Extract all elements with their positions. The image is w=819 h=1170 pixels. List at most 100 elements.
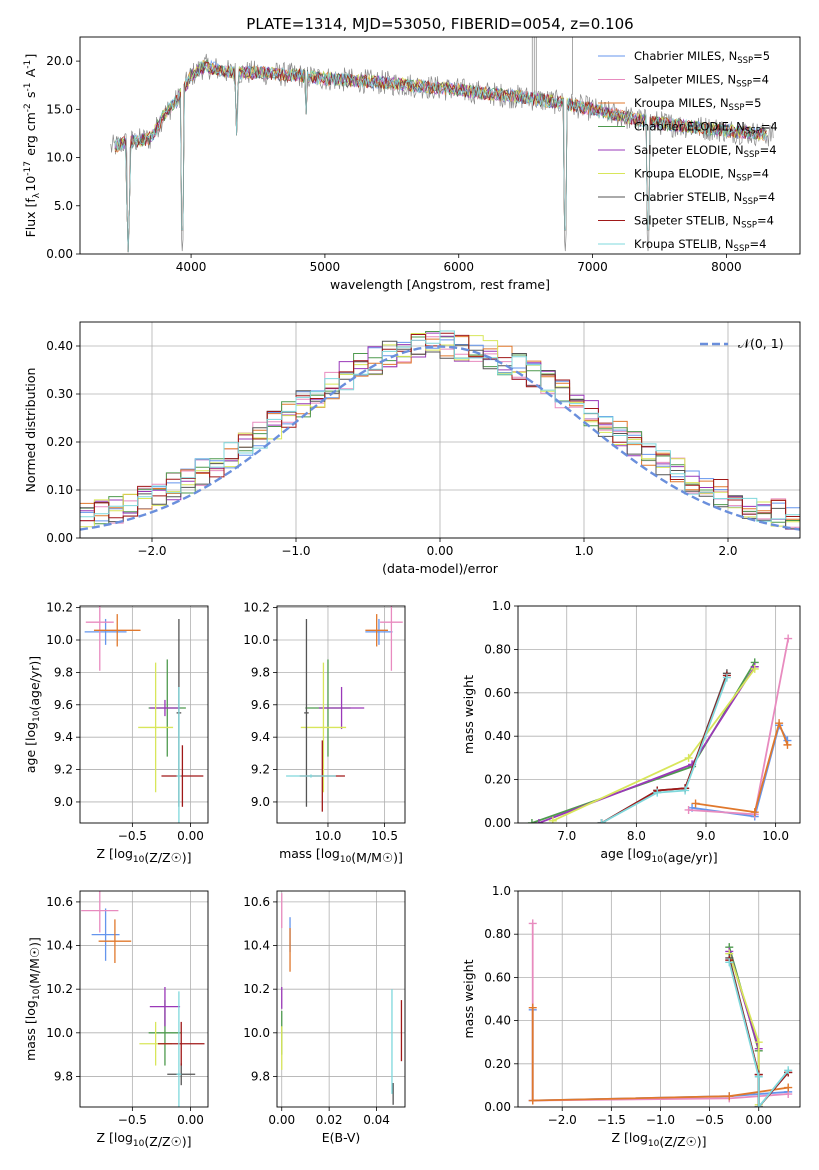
y-tick-label: 9.6 [251, 698, 270, 712]
plot-area [110, 37, 774, 253]
axes-frame [517, 605, 801, 824]
x-tick-label: −0.5 [695, 1113, 724, 1127]
x-tick-label: −1.5 [597, 1113, 626, 1127]
x-axis-label: age [log10(age/yr)] [600, 846, 717, 865]
axes-frame [79, 36, 801, 255]
x-tick-label: 0.00 [177, 1113, 204, 1127]
x-tick-label: 10.5 [371, 829, 398, 843]
y-tick-label: 0.00 [46, 247, 73, 261]
y-tick-label: 0.80 [484, 642, 511, 656]
y-tick-label: 9.2 [251, 763, 270, 777]
y-tick-label: 0.00 [484, 1100, 511, 1114]
x-tick-label: 10.0 [315, 829, 342, 843]
y-tick-label: 10.0 [46, 633, 73, 647]
y-tick-label: 0.00 [46, 531, 73, 545]
x-axis-label: wavelength [Angstrom, rest frame] [330, 277, 550, 292]
panel-mass-vs-Z: −0.5 0.00 9.8 10.0 10.2 10.4 10.6 Z [log10(Z/Z☉… [23, 890, 209, 1149]
x-tick-label: 7000 [577, 260, 608, 274]
legend-label: Chabrier MILES, NSSP=5 [634, 49, 770, 66]
y-tick-label: 1.0 [492, 599, 511, 613]
legend-label: Kroupa MILES, NSSP=5 [634, 96, 761, 113]
y-tick-label: 15.0 [46, 102, 73, 116]
x-axis-label: Z [log10(Z/Z☉)] [96, 846, 191, 865]
y-tick-label: 0.40 [484, 729, 511, 743]
y-tick-label: 10.0 [243, 633, 270, 647]
weight-marker [784, 1066, 793, 1075]
y-tick-label: 10.6 [243, 895, 270, 909]
y-tick-label: 9.6 [54, 698, 73, 712]
y-axis-label: age [log10(age/yr)] [23, 656, 42, 773]
weight-marker [681, 786, 690, 795]
legend-label: Kroupa STELIB, NSSP=4 [634, 237, 766, 254]
plot-area [527, 634, 793, 823]
x-tick-label: 0.00 [427, 544, 454, 558]
y-tick-label: 10.4 [243, 939, 270, 953]
y-tick-label: 20.0 [46, 54, 73, 68]
weight-line [601, 675, 728, 823]
y-tick-label: 10.2 [46, 601, 73, 615]
x-tick-label: −0.5 [118, 1113, 147, 1127]
plot-area [286, 606, 403, 812]
y-tick-label: 9.8 [251, 665, 270, 679]
x-tick-label: 2.0 [718, 544, 737, 558]
x-tick-label: 8000 [711, 260, 742, 274]
y-tick-label: 0.40 [484, 1014, 511, 1028]
y-tick-label: 0.40 [46, 339, 73, 353]
y-tick-label: 10.0 [243, 1026, 270, 1040]
weight-line [601, 672, 728, 823]
y-tick-label: 10.6 [46, 895, 73, 909]
weight-marker [754, 1072, 763, 1081]
x-axis-label: Z [log10(Z/Z☉)] [96, 1130, 191, 1149]
weight-line [691, 723, 789, 818]
x-axis-label: (data-model)/error [382, 561, 499, 576]
x-tick-label: 0.00 [745, 1113, 772, 1127]
y-tick-label: 0.20 [46, 435, 73, 449]
y-axis-label: mass weight [461, 959, 476, 1038]
panel-age-vs-Z: −0.5 0.00 9.0 9.2 9.4 9.6 9.8 10.0 10.2 Z [log10(… [23, 601, 209, 865]
legend-label: Chabrier ELODIE, NSSP=4 [634, 120, 778, 137]
y-tick-label: 9.2 [54, 763, 73, 777]
panel-spectrum: 4000 5000 6000 7000 8000 0.00 5.0 10.0 15.0 20.0 w… [23, 36, 801, 292]
x-tick-label: −1.0 [281, 544, 310, 558]
y-tick-label: 10.0 [46, 151, 73, 165]
plot-area [281, 893, 403, 1105]
weight-marker [684, 753, 693, 762]
y-tick-label: 10.2 [243, 601, 270, 615]
y-tick-label: 0.10 [46, 483, 73, 497]
axes-frame [79, 321, 801, 539]
weight-marker [653, 788, 662, 797]
panel-weight-vs-age: 7.0 8.0 9.0 10.0 0.00 0.20 0.40 0.60 0.80 1.0 age … [461, 599, 801, 865]
x-tick-label: −2.0 [548, 1113, 577, 1127]
x-tick-label: 0.04 [363, 1113, 390, 1127]
plot-area [84, 606, 204, 823]
plot-area [81, 891, 205, 1107]
y-axis-label: Flux [fλ 10-17 erg cm-2 s-1 A-1 ] [23, 54, 42, 238]
y-tick-label: 9.8 [251, 1069, 270, 1083]
y-tick-label: 10.4 [46, 939, 73, 953]
weight-marker [784, 1083, 793, 1092]
panel-residuals: −2.0 −1.0 0.00 1.0 2.0 0.00 0.10 0.20 0.30 0.40 (d… [23, 321, 801, 576]
gaussian-curve [80, 345, 800, 531]
weight-marker [527, 819, 536, 823]
y-tick-label: 0.20 [484, 1057, 511, 1071]
x-tick-label: 6000 [443, 260, 474, 274]
panel-mass-vs-EBV: 0.00 0.02 0.04 9.8 10.0 10.2 10.4 10.6 E(B-V) [243, 890, 406, 1145]
y-tick-label: 9.8 [54, 1069, 73, 1083]
legend-label: 𝒩(0, 1) [738, 336, 784, 351]
legend-label: Salpeter ELODIE, NSSP=4 [634, 143, 777, 160]
x-tick-label: 5000 [310, 260, 341, 274]
weight-marker [750, 808, 759, 817]
axes-frame [79, 890, 209, 1108]
y-tick-label: 10.2 [243, 982, 270, 996]
weight-marker [528, 919, 537, 928]
y-tick-label: 10.0 [46, 1026, 73, 1040]
weight-marker [784, 634, 793, 643]
weight-line [688, 638, 790, 816]
weight-marker [534, 819, 543, 823]
axes-frame [276, 605, 406, 824]
y-tick-label: 0.60 [484, 686, 511, 700]
y-tick-label: 0.60 [484, 970, 511, 984]
axes-frame [79, 605, 209, 824]
y-tick-label: 5.0 [54, 199, 73, 213]
